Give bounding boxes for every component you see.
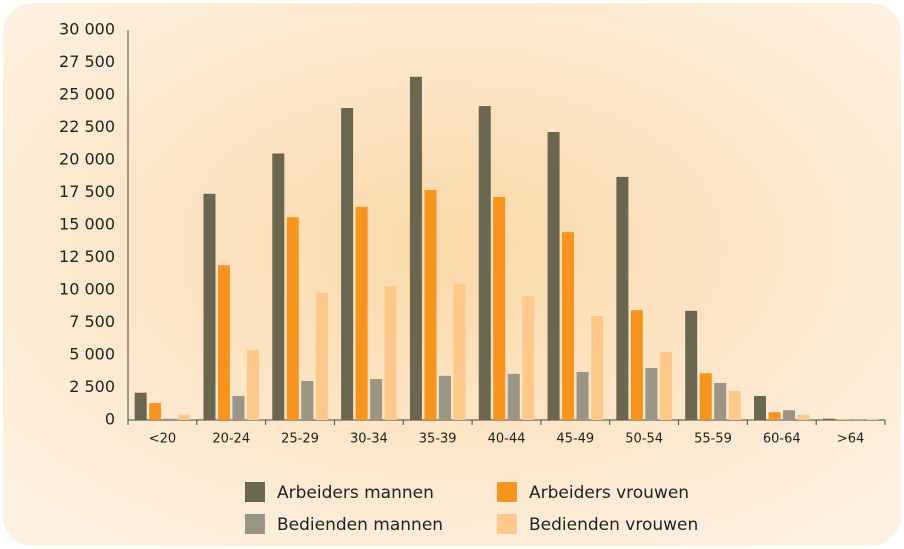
bar [768,412,781,420]
bar [246,349,259,420]
bar [370,379,383,420]
legend-swatch [497,514,517,534]
bar [616,176,629,420]
bar [203,193,216,420]
bar [714,382,727,420]
bar [272,153,285,420]
bar [438,375,451,420]
bar [576,371,589,420]
bar [178,414,191,420]
x-tick-label: 55-59 [694,432,732,447]
legend-swatch [497,482,517,502]
y-tick-label: 5 000 [69,345,115,364]
y-tick-label: 2 500 [69,377,115,396]
y-tick-label: 17 500 [59,182,115,201]
y-tick-label: 7 500 [69,312,115,331]
background [3,3,901,546]
bar [478,106,491,421]
y-tick-label: 27 500 [59,52,115,71]
bar [547,132,560,421]
bar [754,395,767,420]
bar [409,76,422,421]
bar [699,373,712,420]
x-tick-label: 50-54 [625,432,663,447]
y-tick-label: 12 500 [59,247,115,266]
bar [232,395,245,420]
y-tick-label: 15 000 [59,215,115,234]
x-tick-label: 20-24 [212,432,250,447]
bar [797,414,810,420]
x-tick-label: 35-39 [419,432,457,447]
bar [522,295,535,420]
bar [453,283,466,420]
bar [355,206,368,420]
legend-label: Arbeiders mannen [277,483,434,503]
bar [822,418,835,420]
bar [591,316,604,420]
bar [851,419,864,420]
bar [301,381,314,420]
bar [134,392,147,420]
x-tick-label: 45-49 [556,432,594,447]
legend-swatch [245,482,265,502]
bar [493,197,506,420]
x-tick-label: >64 [837,432,864,447]
y-tick-label: 22 500 [59,117,115,136]
bar [837,419,850,420]
bar [315,292,328,420]
bar [384,286,397,420]
bar [424,189,437,420]
legend-swatch [245,514,265,534]
x-tick-label: 30-34 [350,432,388,447]
y-tick-label: 10 000 [59,280,115,299]
x-tick-label: 40-44 [488,432,526,447]
bar [659,351,672,420]
legend-label: Bedienden vrouwen [529,515,698,535]
x-tick-label: 25-29 [281,432,319,447]
bar [645,368,658,420]
legend-label: Arbeiders vrouwen [529,483,689,503]
bar [783,410,796,420]
y-tick-label: 25 000 [59,85,115,104]
legend-label: Bedienden mannen [277,515,443,535]
bar [630,310,643,420]
y-tick-label: 30 000 [59,20,115,39]
bar [507,373,520,420]
bar [685,310,698,420]
bar [728,390,741,420]
bar [217,265,230,420]
bar [149,403,162,420]
bar [163,418,176,420]
bar [286,217,299,420]
x-tick-label: 60-64 [763,432,801,447]
bar [341,108,354,420]
bar [562,232,575,420]
x-tick-label: <20 [149,432,176,447]
y-tick-label: 0 [105,410,115,429]
y-tick-label: 20 000 [59,150,115,169]
